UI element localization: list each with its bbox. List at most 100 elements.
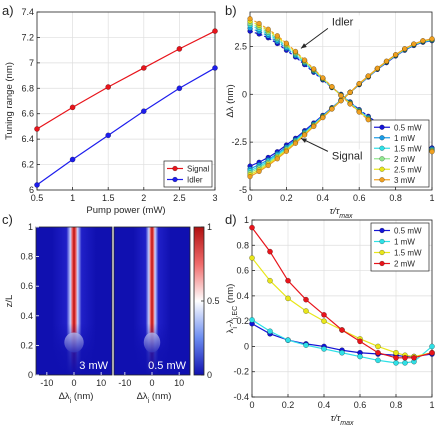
d-ylabel-b: i: [232, 327, 239, 329]
d-ylabel-a: λ: [225, 328, 236, 333]
b-signal-point-5-13: [365, 73, 371, 79]
a-legend-marker-0: [172, 165, 178, 172]
d-xtick-label-3: 0.6: [354, 400, 367, 410]
b-legend-marker-3: [379, 156, 385, 162]
b-idler-point-5-5: [292, 48, 299, 55]
b-annotation-bg-1: [329, 149, 368, 164]
a-xtick-label-2: 1.5: [102, 193, 115, 203]
b-axes-box: [249, 11, 433, 191]
d-point-1-8: [393, 360, 399, 366]
b-signal-point-5-4: [283, 148, 290, 154]
b-signal-point-5-12: [356, 80, 362, 87]
a-xtick-label-3: 2: [141, 193, 146, 203]
d-point-1-6: [357, 353, 363, 360]
d-ytick-label-3: 0.2: [236, 316, 249, 326]
b-idler-point-5-8: [320, 75, 326, 81]
d-point-2-2: [285, 295, 291, 302]
d-xlabel-main: τ/τ: [331, 413, 342, 424]
c-ytick-label-3: 0.6: [20, 281, 33, 291]
b-signal-point-5-18: [411, 41, 417, 47]
b-ytick-label-0: -5: [239, 185, 247, 195]
chart-panel-a: 0.5 1 1.5 2 2.5 3 6 6.2 6.4 6.6 6.8 7 7.2 7.4 Signal Id…: [4, 7, 218, 216]
a-point-1-0: [34, 182, 40, 188]
a-xtick-label-1: 1: [70, 193, 75, 203]
d-ytick-label-2: 0: [244, 341, 249, 351]
b-idler-point-5-10: [338, 92, 344, 99]
b-signal-point-5-19: [420, 38, 426, 44]
d-point-1-7: [375, 357, 381, 364]
b-annotation-1: Signal: [332, 150, 363, 162]
b-idler-point-5-2: [265, 26, 271, 32]
a-point-0-3: [140, 65, 147, 71]
b-legend-label-3: 2 mW: [394, 155, 415, 164]
a-point-0-5: [212, 28, 218, 34]
a-ytick-label-6: 7.2: [21, 32, 34, 42]
a-point-1-4: [176, 85, 183, 92]
d-legend-label-3: 2 mW: [394, 260, 415, 269]
panel-label-b: b): [225, 3, 237, 18]
b-legend-marker-2: [379, 145, 385, 151]
d-xlabel: τ/τmax: [331, 413, 354, 427]
d-legend-marker-0: [379, 227, 385, 234]
b-signal-point-5-9: [329, 106, 335, 112]
a-xtick-label-4: 2.5: [173, 193, 186, 203]
b-legend-label-2: 1.5 mW: [394, 144, 422, 153]
b-signal-point-5-5: [292, 140, 299, 146]
b-xlabel-sub: max: [339, 213, 353, 220]
d-legend-label-2: 1.5 mW: [394, 249, 422, 258]
c-xtick-label-1-0: -10: [118, 378, 131, 388]
b-ytick-label-3: 2.5: [234, 41, 247, 51]
d-xtick-label-1: 0.2: [282, 400, 295, 410]
d-axes-box: [251, 219, 433, 398]
a-legend: [163, 160, 213, 188]
d-legend-label-1: 1 mW: [394, 238, 415, 247]
d-point-3-4: [321, 311, 327, 318]
b-legend-marker-0: [379, 124, 385, 130]
a-point-0-4: [176, 46, 183, 52]
b-signal-point-5-20: [429, 36, 435, 42]
b-idler-point-5-6: [301, 57, 308, 63]
b-signal-point-5-1: [256, 168, 262, 175]
d-ytick-label-7: 1: [244, 215, 249, 225]
b-signal-point-5-3: [274, 156, 280, 162]
d-point-1-0: [249, 317, 255, 323]
a-xlabel: Pump power (mW): [86, 205, 165, 216]
c-heatmap-fade-0: [36, 227, 112, 375]
d-point-3-8: [393, 354, 399, 361]
b-idler-point-5-0: [247, 16, 253, 22]
a-point-1-1: [69, 156, 76, 163]
a-point-0-2: [105, 84, 112, 90]
b-ytick-label-1: -2.5: [231, 137, 247, 147]
b-signal-point-5-16: [392, 52, 399, 58]
b-idler-line-4: [249, 20, 433, 152]
d-ytick-label-4: 0.4: [236, 291, 249, 301]
a-plot-area: [37, 12, 215, 190]
d-point-3-11: [429, 349, 435, 356]
a-point-0-0: [34, 126, 40, 132]
b-legend: [370, 119, 430, 188]
b-legend-marker-1: [379, 135, 385, 141]
panel-label-a: a): [2, 3, 14, 18]
b-xtick-label-5: 1: [429, 193, 434, 203]
d-ylabel: λi-λi,EC (nm): [225, 284, 239, 334]
c-heatmap-fade-1: [114, 227, 190, 375]
d-ylabel-c: -λ: [225, 319, 236, 327]
c-xlabel-main-0: Δλ: [59, 391, 70, 402]
c-panel-label-1: 0.5 mW: [148, 360, 187, 372]
b-idler-point-5-12: [356, 109, 362, 115]
d-ytick-label-0: -0.4: [233, 392, 249, 402]
c-ytick-label-1: 0.2: [20, 340, 33, 350]
d-legend-marker-3: [379, 260, 385, 267]
a-xtick-label-0: 0.5: [31, 193, 44, 203]
chart-panel-b: 0 0.2 0.4 0.6 0.8 1 -5 -2.5 0 2.5 Idler Signal 0.5 m…: [225, 11, 435, 220]
a-legend-label-1: Idler: [187, 176, 203, 185]
b-legend-label-1: 1 mW: [394, 134, 415, 143]
d-point-3-10: [411, 354, 417, 361]
c-colorbar-tick-label-2: 1: [207, 222, 212, 232]
d-xtick-label-0: 0: [249, 400, 254, 410]
c-ytick-label-4: 0.8: [20, 252, 33, 262]
d-legend-marker-1: [379, 238, 385, 245]
chart-panel-d: 0 0.2 0.4 0.6 0.8 1 -0.4 -0.2 0 0.2 0.4 0.6 0.8 1 0.5 …: [225, 215, 435, 427]
